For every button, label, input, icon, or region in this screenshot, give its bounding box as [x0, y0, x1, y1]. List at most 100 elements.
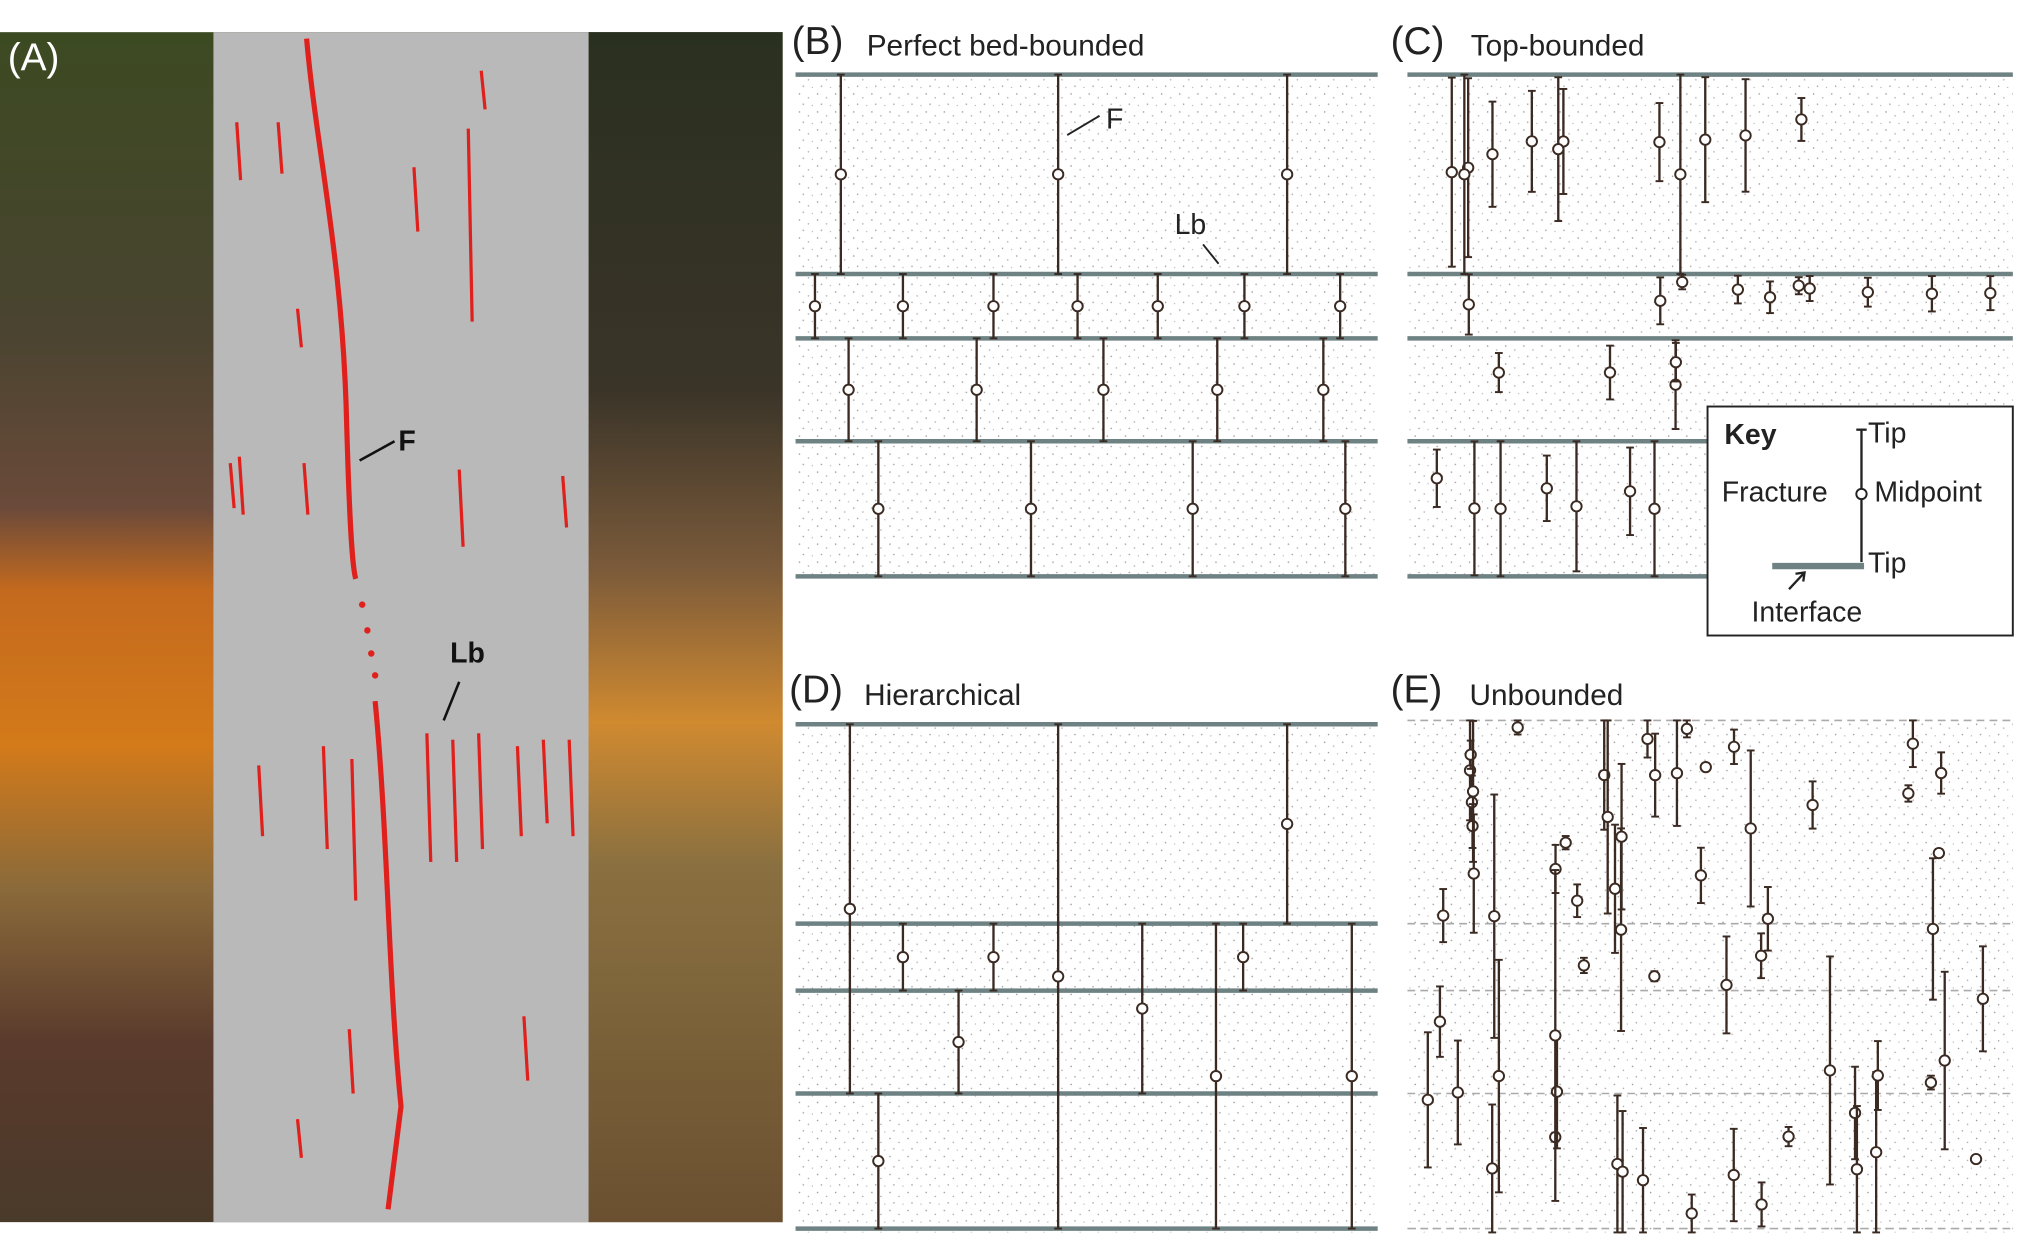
midpoint [987, 951, 1000, 964]
midpoint [1731, 283, 1745, 296]
midpoint [1464, 748, 1477, 761]
fracture-trace [515, 746, 523, 837]
fracture-trace [561, 475, 569, 528]
annotation: Lb [450, 638, 485, 670]
key-text: Tip [1868, 418, 1906, 450]
midpoint [1685, 1207, 1698, 1220]
midpoint [1211, 383, 1224, 396]
midpoint [1151, 300, 1164, 313]
fracture-trace [235, 122, 243, 181]
midpoint [1071, 300, 1084, 313]
midpoint [1097, 383, 1110, 396]
midpoint [1720, 978, 1733, 992]
fracture-trace [567, 739, 575, 837]
fracture-dot [358, 601, 366, 608]
midpoint [1614, 923, 1628, 936]
fracture-trace [321, 746, 329, 850]
midpoint [1755, 1198, 1768, 1211]
midpoint [1317, 383, 1330, 396]
midpoint [1623, 485, 1637, 498]
key-text: Fracture [1722, 477, 1828, 509]
midpoint [872, 1154, 885, 1168]
key: Key Tip Fracture Midpoint Tip Interface [1706, 405, 2014, 637]
midpoint [1938, 1054, 1951, 1067]
fracture-dot [371, 672, 379, 679]
panel-e-bg [1407, 720, 2013, 1233]
midpoint [1280, 817, 1294, 831]
fracture-trace [347, 1029, 355, 1094]
key-text: Midpoint [1874, 477, 1982, 509]
midpoint [1437, 909, 1450, 922]
midpoint [1792, 279, 1805, 292]
midpoint [1932, 846, 1946, 860]
fracture-trace [479, 70, 487, 110]
midpoint [1608, 882, 1622, 895]
midpoint [952, 1035, 965, 1049]
midpoint [1850, 1163, 1864, 1176]
panel-title: Hierarchical [864, 679, 1021, 712]
midpoint [1739, 129, 1752, 142]
midpoint [842, 383, 855, 396]
fracture-trace [425, 733, 433, 862]
key-text: Tip [1868, 548, 1906, 580]
midpoint [1782, 1130, 1795, 1143]
midpoint [843, 902, 857, 915]
midpoint [1680, 722, 1694, 736]
midpoint [1550, 1085, 1564, 1098]
midpoint [1648, 970, 1661, 983]
midpoint [1669, 356, 1682, 369]
midpoint [1421, 1093, 1434, 1106]
midpoint [872, 502, 885, 515]
midpoint [1803, 282, 1816, 295]
midpoint [1699, 761, 1712, 774]
midpoint [1674, 168, 1687, 181]
midpoint [1468, 502, 1481, 515]
midpoint [1334, 300, 1347, 313]
fracture-dot [364, 627, 371, 634]
midpoint [1935, 766, 1948, 780]
annotation: F [398, 425, 415, 457]
panel-b-bg [795, 74, 1378, 579]
fracture-traces [228, 70, 575, 1158]
midpoint [1727, 1168, 1740, 1182]
key-midpoint [1855, 487, 1868, 501]
midpoint [1492, 366, 1505, 379]
panel-title: Perfect bed-bounded [867, 29, 1145, 62]
photo-right [588, 32, 783, 1223]
panel-label: (A) [8, 37, 60, 80]
panel-label: (E) [1391, 669, 1443, 712]
midpoint [1486, 148, 1499, 161]
midpoint [1654, 294, 1667, 307]
annotation: F [1106, 104, 1123, 136]
midpoint [1925, 287, 1939, 300]
midpoint [970, 383, 983, 396]
midpoint [1280, 168, 1294, 181]
midpoint [1238, 300, 1251, 313]
midpoint [1924, 1076, 1938, 1089]
midpoint [1649, 769, 1662, 782]
midpoint [1616, 1165, 1629, 1178]
midpoint [1186, 502, 1199, 515]
midpoint [1467, 867, 1480, 880]
midpoint [1345, 1070, 1358, 1083]
panel-label: (C) [1391, 20, 1445, 63]
panel-label: (D) [789, 669, 843, 712]
midpoint [1848, 1106, 1862, 1120]
midpoint [1823, 1064, 1837, 1077]
fracture-trace [541, 739, 549, 824]
fracture-trace [302, 463, 310, 515]
midpoint [1969, 1152, 1983, 1166]
midpoint [1976, 992, 1990, 1005]
midpoint [1577, 959, 1591, 972]
midpoint [1570, 500, 1583, 513]
midpoint [1641, 732, 1654, 746]
fracture-trace [457, 469, 465, 547]
midpoint [1795, 113, 1808, 126]
midpoint [1806, 798, 1819, 812]
fracture-dot [368, 650, 375, 657]
photo-overlay [213, 32, 589, 1223]
midpoint [1445, 166, 1458, 179]
fracture-trace [228, 462, 236, 509]
midpoint [808, 300, 822, 313]
midpoint [1744, 822, 1757, 835]
